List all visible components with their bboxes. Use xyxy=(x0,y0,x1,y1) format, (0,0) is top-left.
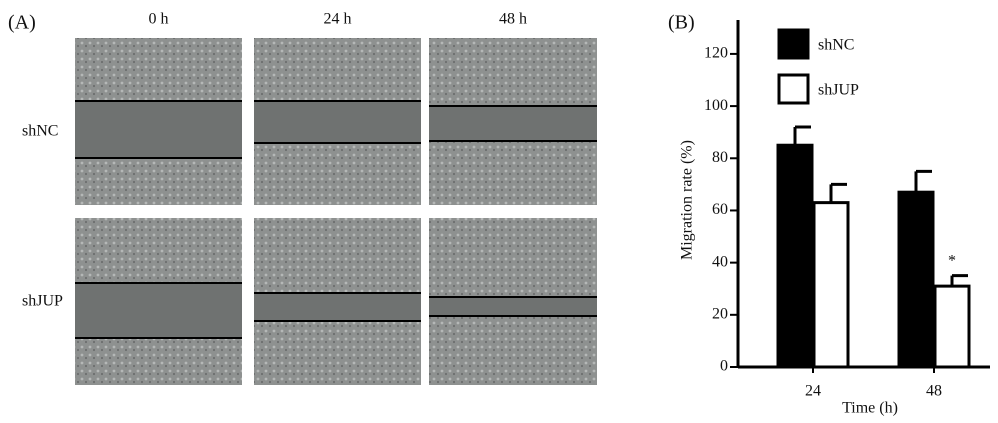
column-label: 0 h xyxy=(149,11,169,28)
y-tick-label: 0 xyxy=(720,358,728,375)
annotation: * xyxy=(948,252,956,269)
x-axis-label: Time (h) xyxy=(842,400,898,417)
legend-label: shJUP xyxy=(818,82,859,99)
y-axis-label: Migration rate (%) xyxy=(679,140,696,260)
page: (A) 0 h 24 h 48 h shNC shJUP (B) Migration r… xyxy=(0,0,998,423)
bar xyxy=(814,203,848,367)
y-tick-label: 60 xyxy=(712,201,728,218)
x-tick-label: 24 xyxy=(805,383,821,400)
panel-a: 0 h 24 h 48 h shNC shJUP xyxy=(22,11,597,385)
legend-label: shNC xyxy=(818,37,854,54)
x-tick-label: 48 xyxy=(926,383,942,400)
y-tick-label: 40 xyxy=(712,253,728,270)
error-bar xyxy=(795,127,811,145)
y-tick-label: 20 xyxy=(712,305,728,322)
wound-gap xyxy=(429,106,597,141)
error-bar xyxy=(916,171,932,192)
y-tick-label: 100 xyxy=(704,97,728,114)
wound-gap xyxy=(254,293,421,321)
legend-swatch xyxy=(779,30,808,58)
row-label: shJUP xyxy=(22,293,63,310)
column-label: 48 h xyxy=(499,11,527,28)
row-label: shNC xyxy=(22,123,58,140)
legend-swatch xyxy=(779,75,808,103)
panel-label: (A) xyxy=(8,12,36,34)
wound-gap xyxy=(75,283,242,338)
y-tick-label: 80 xyxy=(712,149,728,166)
wound-gap xyxy=(429,297,597,316)
wound-gap xyxy=(75,101,242,158)
figure: (A) 0 h 24 h 48 h shNC shJUP (B) Migration r… xyxy=(0,0,998,418)
bar xyxy=(899,192,933,367)
error-bar xyxy=(952,276,968,286)
column-label: 24 h xyxy=(324,11,352,28)
error-bar xyxy=(831,184,847,202)
bar xyxy=(778,145,812,367)
panel-label: (B) xyxy=(668,12,695,34)
bar xyxy=(935,286,969,367)
wound-gap xyxy=(254,101,421,143)
y-tick-label: 120 xyxy=(704,45,728,62)
